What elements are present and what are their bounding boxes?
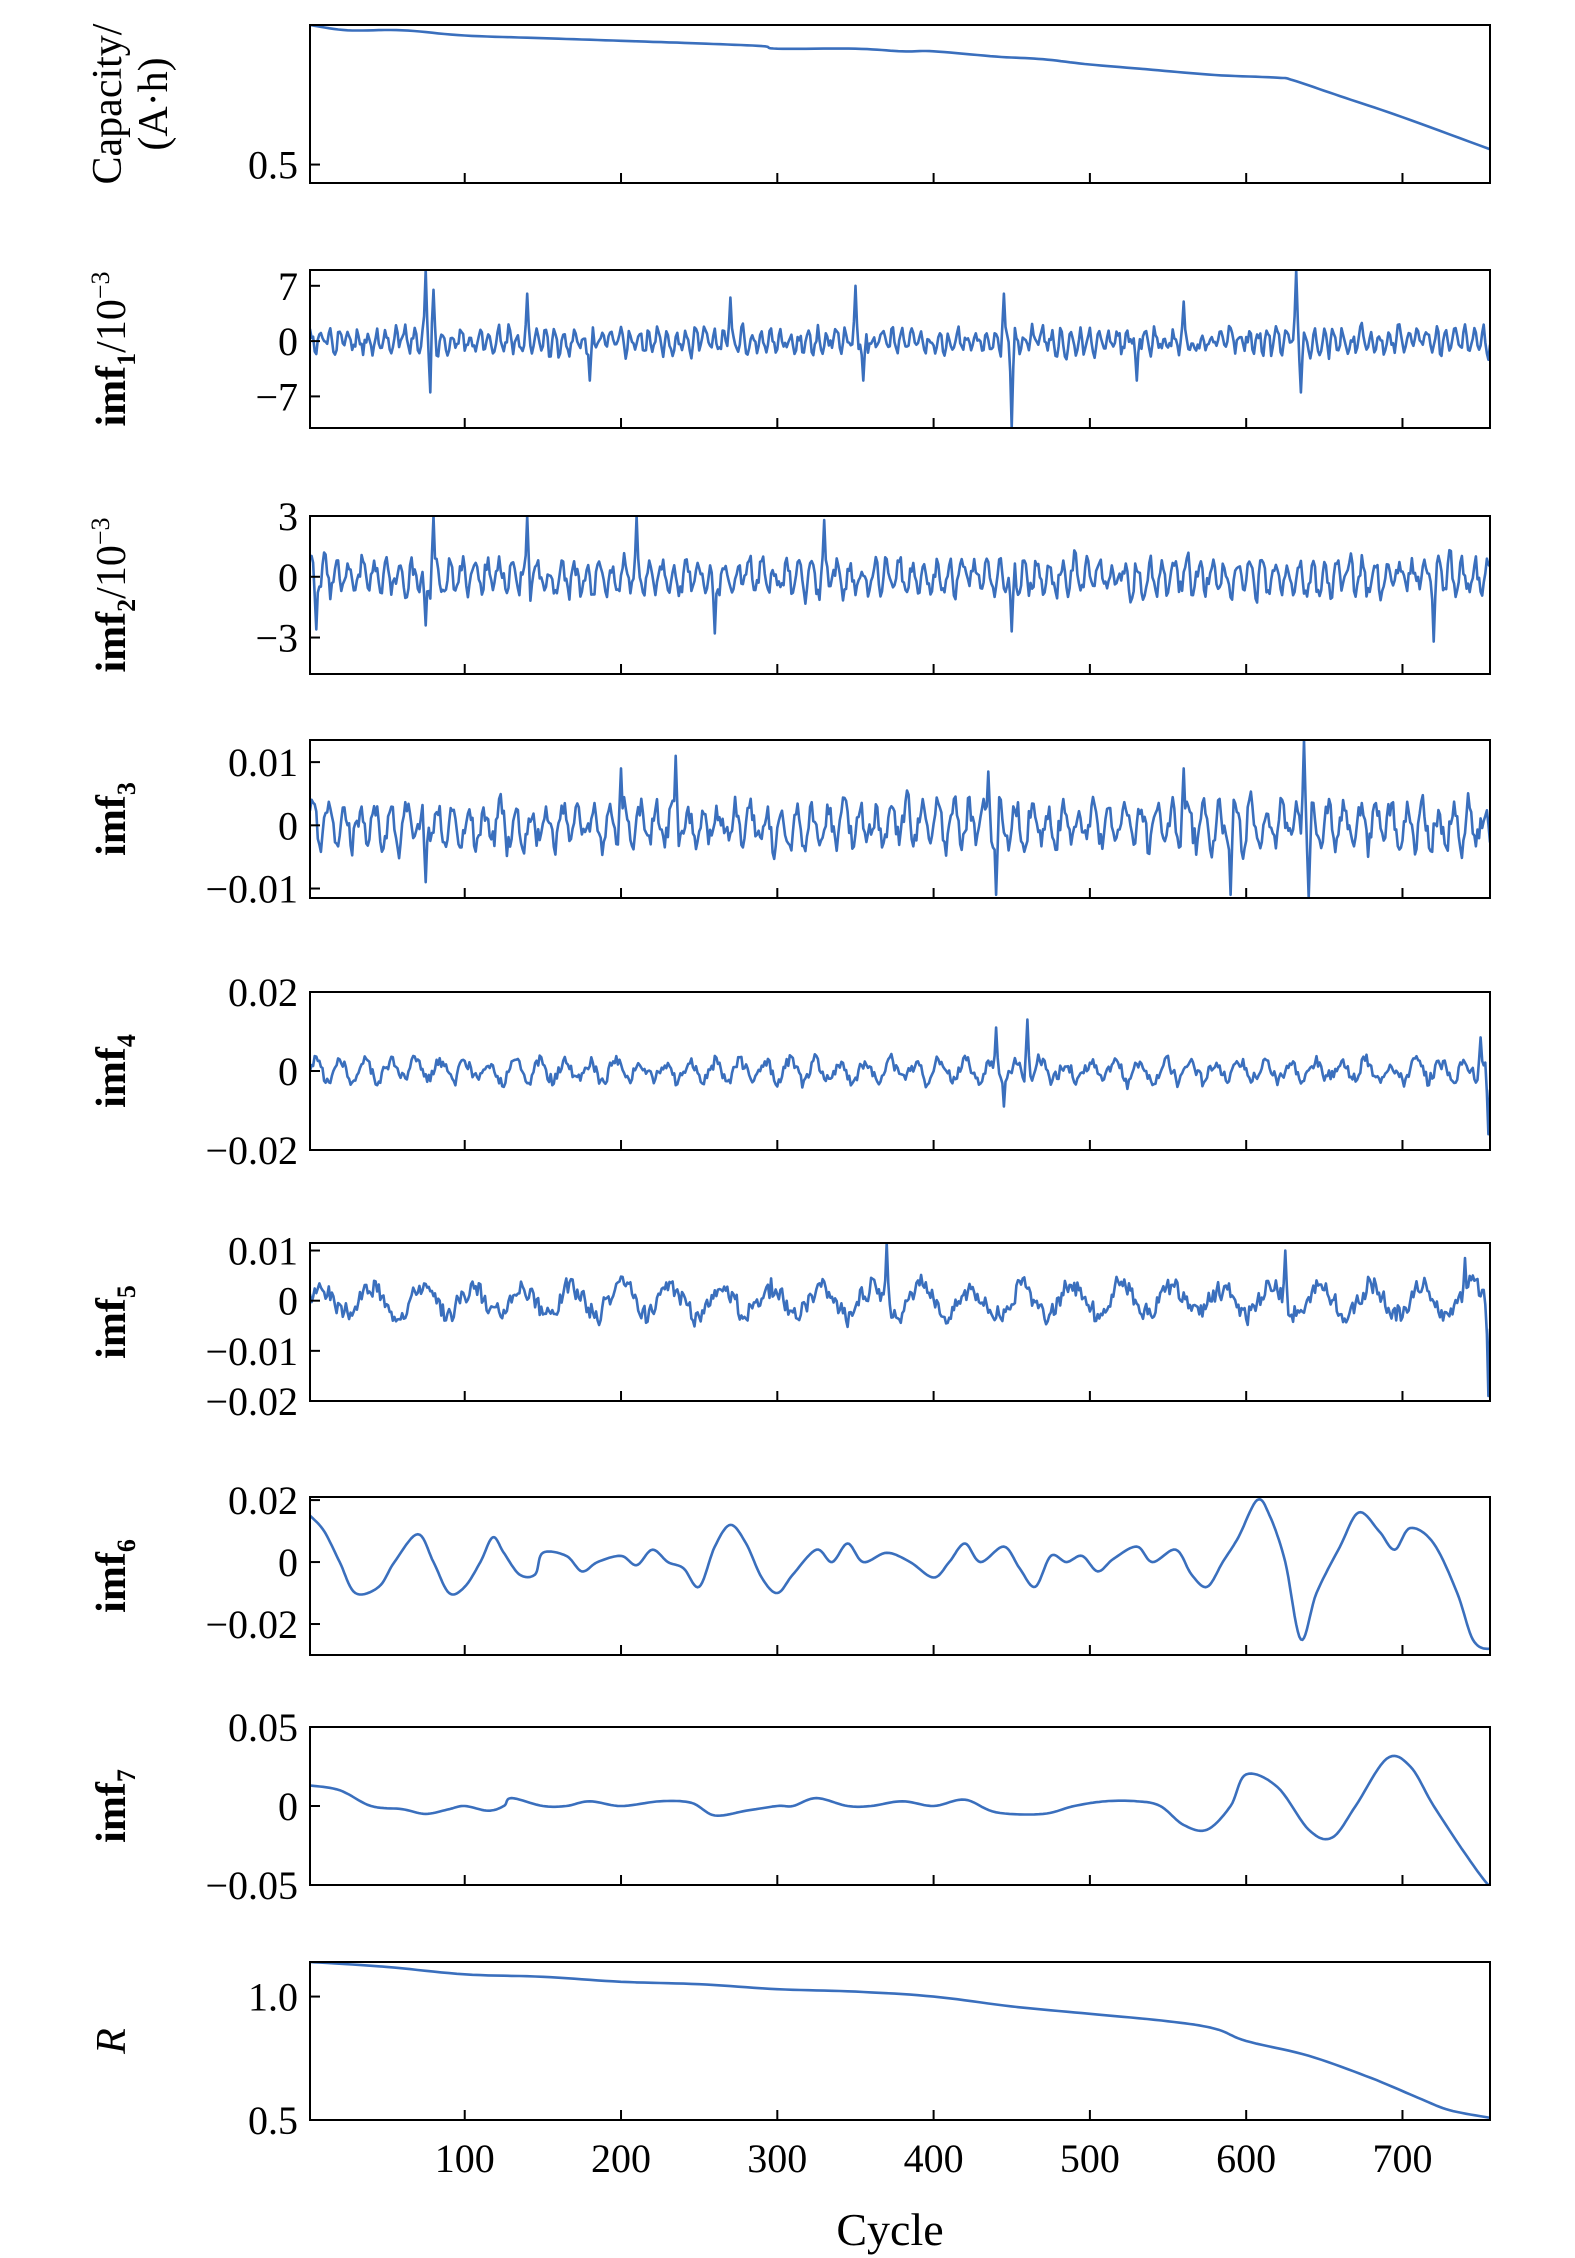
y-tick-label-imf6-1: 0 <box>278 1540 298 1585</box>
series-line-imf4 <box>310 1018 1490 1136</box>
series-line-imf6 <box>310 1498 1490 1651</box>
plot-frame-imf4 <box>309 991 1491 1151</box>
panel-imf6: 0.02 0 −0.02 imf6 <box>89 1478 1491 1656</box>
plot-frame-imf3 <box>309 739 1491 899</box>
panel-imf3: 0.01 0 −0.01 imf3 <box>89 739 1491 912</box>
x-tick-label-500: 500 <box>1060 2136 1120 2181</box>
y-tick-label-imf7-1: 0 <box>278 1784 298 1829</box>
series-line-imf7 <box>310 1754 1490 1885</box>
series-line-R <box>310 1962 1490 2119</box>
y-tick-label-imf5-2: −0.01 <box>205 1329 298 1374</box>
y-tick-label-imf3-0: 0.01 <box>228 740 298 785</box>
y-tick-label-imf3-2: −0.01 <box>205 867 298 912</box>
series-line-imf2 <box>310 516 1490 643</box>
series-line-capacity <box>310 25 1490 151</box>
series-line-imf3 <box>310 740 1490 898</box>
y-axis-label-imf4: imf4 <box>89 1034 141 1108</box>
plot-frame-R <box>309 1961 1491 2121</box>
x-tick-label-700: 700 <box>1372 2136 1432 2181</box>
y-tick-label-imf7-2: −0.05 <box>205 1863 298 1908</box>
y-tick-label-imf5-1: 0 <box>278 1279 298 1324</box>
y-tick-label-imf6-2: −0.02 <box>205 1602 298 1647</box>
y-axis-label-imf5: imf5 <box>89 1285 141 1359</box>
y-tick-label-imf6-0: 0.02 <box>228 1478 298 1523</box>
plot-frame-imf2 <box>309 515 1491 675</box>
y-tick-label-capacity-0: 0.5 <box>248 143 298 188</box>
y-axis-label-imf1: imf1/10−3 <box>86 272 141 427</box>
panel-imf4: 0.02 0 −0.02 imf4 <box>89 970 1491 1173</box>
plot-frame-imf5 <box>309 1242 1491 1402</box>
plot-frame-imf7 <box>309 1726 1491 1886</box>
panel-imf7: 0.05 0 −0.05 imf7 <box>89 1705 1491 1908</box>
y-axis-label-capacity: Capacity/(A·h) <box>85 23 177 184</box>
y-axis-label-imf6: imf6 <box>89 1539 141 1613</box>
x-tick-label-300: 300 <box>747 2136 807 2181</box>
panel-R: 100 200 300 400 500 600 700 1.0 0.5 R <box>89 1961 1491 2181</box>
x-tick-label-200: 200 <box>591 2136 651 2181</box>
y-tick-label-imf4-1: 0 <box>278 1049 298 1094</box>
x-tick-label-600: 600 <box>1216 2136 1276 2181</box>
y-tick-label-imf1-0: 7 <box>278 264 298 309</box>
panel-imf2: 3 0 −3 imf2/10−3 <box>86 494 1491 675</box>
y-tick-label-R-0: 1.0 <box>248 1975 298 2020</box>
series-line-imf5 <box>310 1243 1490 1398</box>
y-tick-label-imf5-3: −0.02 <box>205 1379 298 1424</box>
panel-capacity: 0.5 Capacity/(A·h) <box>85 23 1491 188</box>
y-tick-label-imf4-2: −0.02 <box>205 1128 298 1173</box>
y-tick-label-imf3-1: 0 <box>278 803 298 848</box>
y-tick-label-imf2-2: −3 <box>255 616 298 661</box>
y-tick-label-imf5-0: 0.01 <box>228 1229 298 1274</box>
y-tick-label-imf4-0: 0.02 <box>228 970 298 1015</box>
plot-frame-imf6 <box>309 1496 1491 1656</box>
y-tick-label-imf1-1: 0 <box>278 319 298 364</box>
series-line-imf1 <box>310 270 1490 428</box>
y-axis-label-imf2: imf2/10−3 <box>86 518 141 673</box>
panel-imf1: 7 0 −7 imf1/10−3 <box>86 264 1491 429</box>
y-axis-label-imf7: imf7 <box>89 1769 141 1843</box>
y-tick-label-imf7-0: 0.05 <box>228 1705 298 1750</box>
x-tick-label-100: 100 <box>435 2136 495 2181</box>
plot-frame-imf1 <box>309 269 1491 429</box>
x-axis-label: Cycle <box>836 2204 943 2255</box>
y-axis-label-R: R <box>89 2028 135 2055</box>
panel-imf5: 0.01 0 −0.01 −0.02 imf5 <box>89 1229 1491 1424</box>
plot-frame-capacity <box>309 24 1491 184</box>
y-tick-label-imf2-0: 3 <box>278 494 298 539</box>
y-tick-label-imf2-1: 0 <box>278 555 298 600</box>
panels: 0.5 Capacity/(A·h) 7 0 −7 imf1/10−3 3 0 −3 imf2/1… <box>85 23 1491 2181</box>
y-axis-label-imf3: imf3 <box>89 782 141 856</box>
y-tick-label-R-1: 0.5 <box>248 2098 298 2143</box>
x-tick-label-400: 400 <box>904 2136 964 2181</box>
y-tick-label-imf1-2: −7 <box>255 374 298 419</box>
